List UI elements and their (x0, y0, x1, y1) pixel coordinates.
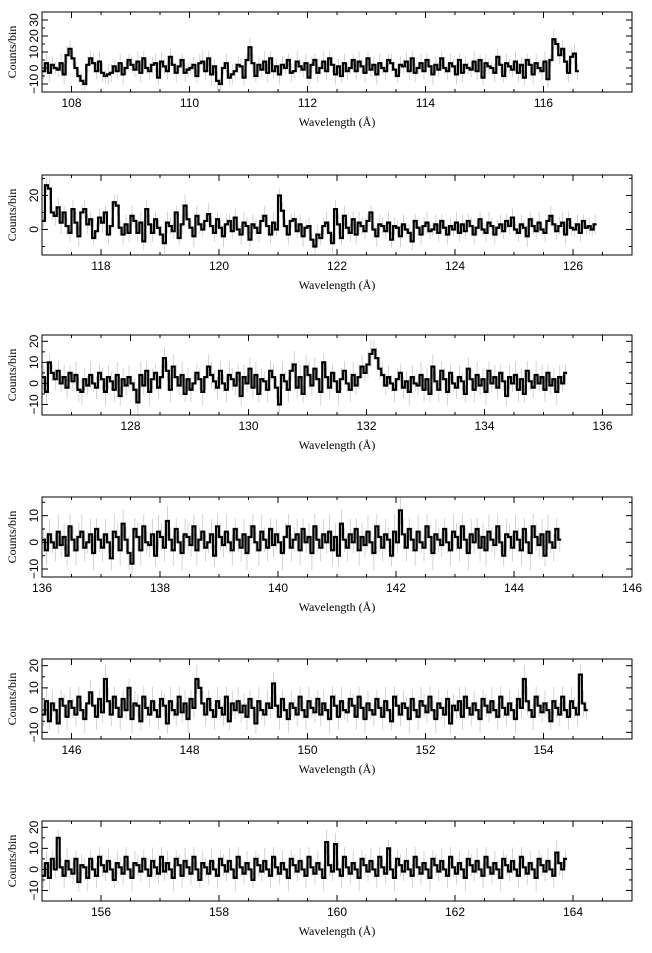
x-tick-label: 118 (91, 259, 110, 273)
panel-3: 128 130 132 134 136 −10 0 10 20 Wavelength (Å) Cou… (5, 334, 633, 452)
series-group (42, 29, 579, 91)
y-tick-label: −10 (27, 73, 41, 94)
x-tick-label: 150 (297, 743, 317, 757)
plot-frame (41, 11, 633, 93)
panel-6: 156 158 160 162 164 −10 0 10 20 Wavelength (Å) Cou… (5, 820, 633, 938)
x-tick-label: 158 (209, 905, 229, 919)
x-tick-label: 130 (238, 419, 258, 433)
panel-2: 118 120 122 124 126 0 20 Wavelength (Å) Counts/b… (5, 174, 633, 292)
x-axis-label: Wavelength (Å) (299, 924, 376, 938)
x-tick-label: 146 (61, 743, 81, 757)
x-axis-label: Wavelength (Å) (299, 115, 376, 129)
x-tick-label: 136 (592, 419, 612, 433)
y-tick-label: −10 (27, 558, 41, 579)
x-tick-label: 144 (504, 581, 524, 595)
y-tick-label: 20 (27, 820, 41, 834)
x-tick-label: 164 (563, 905, 583, 919)
x-axis-label: Wavelength (Å) (299, 438, 376, 452)
x-tick-label: 154 (533, 743, 553, 757)
y-tick-label: 20 (27, 188, 41, 202)
y-tick-label: 20 (27, 659, 41, 673)
y-axis-label: Counts/bin (5, 511, 19, 564)
y-tick-label: 30 (27, 13, 41, 27)
y-axis-label: Counts/bin (5, 835, 19, 888)
x-tick-label: 136 (32, 581, 52, 595)
y-tick-label: 0 (27, 706, 41, 713)
y-tick-label: 10 (27, 509, 41, 523)
x-tick-label: 132 (356, 419, 376, 433)
y-tick-label: 20 (27, 334, 41, 348)
y-tick-label: 0 (27, 380, 41, 387)
x-tick-label: 148 (179, 743, 199, 757)
x-tick-label: 140 (268, 581, 288, 595)
x-tick-label: 108 (61, 96, 81, 110)
x-tick-label: 160 (327, 905, 347, 919)
y-tick-label: 0 (27, 866, 41, 873)
x-tick-label: 146 (622, 581, 642, 595)
panel-5: 146 148 150 152 154 −10 0 10 20 Wavelength (Å) Cou… (5, 658, 633, 776)
series-group (42, 340, 568, 415)
spectrum-line (42, 348, 568, 406)
y-axis-label: Counts/bin (5, 673, 19, 726)
x-tick-label: 126 (563, 259, 583, 273)
spectrum-line (42, 38, 579, 86)
series-group (42, 664, 588, 734)
y-tick-label: −10 (27, 394, 41, 415)
spectrum-line (42, 836, 568, 884)
x-tick-label: 110 (180, 96, 199, 110)
series-group (42, 497, 562, 577)
x-tick-label: 116 (534, 96, 553, 110)
x-axis-label: Wavelength (Å) (299, 600, 376, 614)
x-axis-label: Wavelength (Å) (299, 278, 376, 292)
y-tick-label: 20 (27, 29, 41, 43)
x-tick-label: 152 (415, 743, 435, 757)
x-tick-label: 156 (91, 905, 111, 919)
x-tick-label: 122 (327, 259, 347, 273)
x-tick-label: 120 (209, 259, 229, 273)
spectrum-line (42, 509, 562, 565)
spectrum-line (42, 184, 597, 248)
x-tick-label: 138 (150, 581, 170, 595)
panel-1: 108 110 112 114 116 −10 0 10 20 30 Wavelength (Å) C… (5, 11, 633, 129)
y-tick-label: 10 (27, 355, 41, 369)
y-tick-label: −10 (27, 722, 41, 743)
y-tick-label: 0 (27, 64, 41, 71)
x-tick-label: 142 (386, 581, 406, 595)
y-axis-label: Counts/bin (5, 26, 19, 79)
y-axis-label: Counts/bin (5, 189, 19, 242)
spectrum-line (42, 673, 588, 725)
y-tick-label: 0 (27, 226, 41, 233)
x-tick-label: 134 (474, 419, 494, 433)
series-group (42, 177, 597, 254)
panel-4: 136 138 140 142 144 146 −10 0 10 Wavelength (Å) Co… (5, 496, 642, 614)
y-tick-label: 10 (27, 681, 41, 695)
y-axis-label: Counts/bin (5, 349, 19, 402)
x-tick-label: 162 (445, 905, 465, 919)
series-group (42, 829, 568, 892)
y-tick-label: 10 (27, 45, 41, 59)
y-tick-label: 0 (27, 539, 41, 546)
x-tick-label: 128 (120, 419, 140, 433)
x-tick-label: 124 (445, 259, 465, 273)
y-tick-label: 10 (27, 841, 41, 855)
x-tick-label: 114 (416, 96, 435, 110)
x-tick-label: 112 (298, 96, 317, 110)
x-axis-label: Wavelength (Å) (299, 762, 376, 776)
y-tick-label: −10 (27, 880, 41, 901)
plot-frame (41, 334, 633, 416)
